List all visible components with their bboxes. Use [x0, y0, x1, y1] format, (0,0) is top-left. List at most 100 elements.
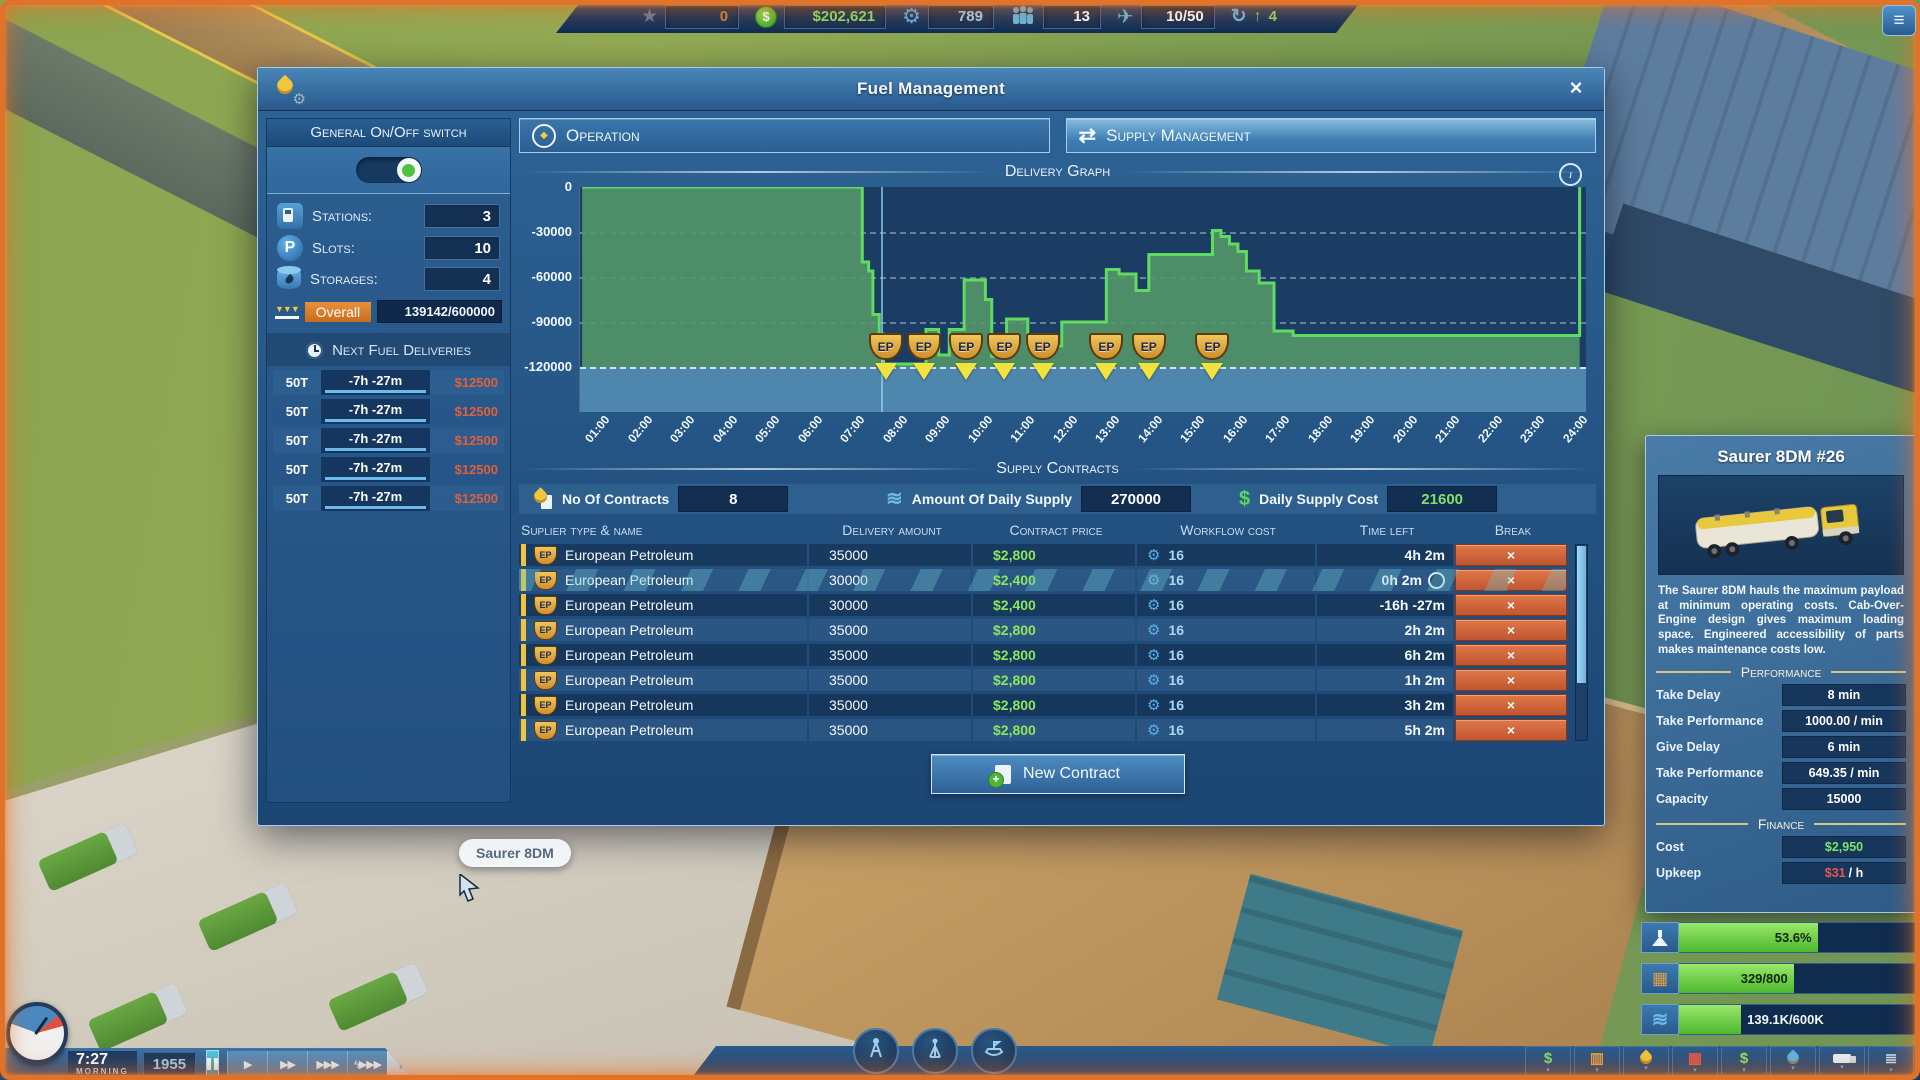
ep-delivery-marker[interactable]: EP [949, 333, 984, 380]
list-button[interactable]: ≣ ▾ [1868, 1046, 1914, 1078]
capacity-bar[interactable]: ▦ 329/800 [1641, 963, 1919, 994]
workflow-value: 16 [1168, 597, 1185, 613]
delivery-price: $12500 [454, 433, 498, 448]
x-axis-tick: 17:00 [1262, 412, 1293, 446]
active-radio-icon[interactable] [1428, 571, 1445, 589]
delivery-graph-plot: 0 -30000 -60000 -90000 -120000 EP EP EP EP EP EP EP… [524, 179, 1586, 412]
table-scrollbar[interactable] [1575, 544, 1588, 741]
x-axis-tick: 04:00 [709, 412, 741, 446]
supplier-name: European Petroleum [565, 722, 694, 738]
contract-price-cell: $2,400 [973, 569, 1135, 591]
break-contract-button[interactable]: × [1455, 644, 1567, 666]
flask-icon-tile [1641, 922, 1679, 953]
contract-row[interactable]: EP European Petroleum 35000 $2,800 ⚙ 16 4h 2m × [519, 544, 1567, 566]
pause-button[interactable] [206, 1050, 220, 1078]
speed-2-button[interactable]: ▶▶ [267, 1051, 308, 1077]
money-button[interactable]: $ ▾ [1525, 1046, 1571, 1078]
ep-delivery-marker[interactable]: EP [1131, 333, 1166, 380]
ep-delivery-marker[interactable]: EP [987, 333, 1022, 380]
speed-1-button[interactable]: ▶ [227, 1051, 268, 1077]
break-contract-button[interactable]: × [1455, 694, 1567, 716]
delivery-amount: 50T [285, 404, 309, 419]
supplier-badge-icon: EP [534, 720, 557, 740]
speed-4-button[interactable]: ϟ▶▶▶ [347, 1051, 388, 1077]
speed-3-button[interactable]: ▶▶▶ [307, 1051, 348, 1077]
delivery-amount-cell: 35000 [809, 544, 971, 566]
ep-delivery-marker[interactable]: EP [1025, 333, 1060, 380]
storage-bar[interactable]: ≋ 139.1K/600K [1641, 1004, 1919, 1035]
general-on-off-toggle[interactable] [355, 157, 422, 183]
ep-delivery-marker[interactable]: EP [1195, 333, 1230, 380]
performance-value: 649.35 / min [1782, 761, 1906, 784]
break-contract-button[interactable]: × [1455, 619, 1567, 641]
delivery-price: $12500 [454, 491, 498, 506]
overall-badge: Overall [304, 301, 372, 322]
contract-row[interactable]: EP European Petroleum 35000 $2,800 ⚙ 16 5h 2m × [519, 719, 1567, 741]
ep-delivery-marker[interactable]: EP [868, 333, 903, 380]
x-axis-tick: 22:00 [1474, 412, 1506, 446]
contract-stat-value: 21600 [1387, 486, 1498, 512]
truck-button[interactable]: ▾ [1819, 1046, 1865, 1078]
contract-row[interactable]: EP European Petroleum 35000 $2,800 ⚙ 16 3h 2m × [519, 694, 1567, 716]
break-contract-button[interactable]: × [1455, 569, 1567, 591]
supplier-name: European Petroleum [565, 672, 694, 688]
ep-delivery-marker[interactable]: EP [1089, 333, 1124, 380]
speedometer-gauge[interactable] [6, 1002, 68, 1064]
gear-icon: ⚙ [1147, 672, 1161, 689]
gridline [580, 232, 1586, 234]
new-contract-button[interactable]: New Contract [930, 754, 1185, 794]
contract-row[interactable]: EP European Petroleum 30000 $2,400 ⚙ 16 -16h -… [519, 594, 1567, 616]
contract-row[interactable]: EP European Petroleum 35000 $2,800 ⚙ 16 1h 2m × [519, 669, 1567, 691]
fuel-quality-bar[interactable]: 53.6% [1641, 922, 1919, 953]
supplier-badge-icon: EP [534, 595, 557, 615]
break-contract-button[interactable]: × [1455, 719, 1567, 741]
gear-icon: ⚙ [1147, 722, 1161, 739]
ep-shield-icon: EP [949, 333, 984, 360]
harbor-button[interactable] [971, 1028, 1017, 1074]
antenna-button[interactable] [912, 1028, 958, 1074]
ep-shield-icon: EP [868, 333, 903, 360]
contract-row[interactable]: EP European Petroleum 35000 $2,800 ⚙ 16 6h 2m × [519, 644, 1567, 666]
delivery-price: $12500 [454, 404, 498, 419]
column-header: Suplier type & name [521, 522, 643, 538]
report-button[interactable]: ▥ ▾ [1574, 1046, 1620, 1078]
performance-label: Capacity [1656, 791, 1709, 806]
dialog-title-bar: ⚙ Fuel Management × [258, 68, 1604, 111]
chevron-down-icon: ▾ [1840, 1063, 1844, 1071]
dialog-tabs: ◆ Operation ⇄ Supply Management [519, 118, 1596, 153]
tab-operation[interactable]: ◆ Operation [519, 118, 1050, 153]
contract-stat-dailysupplycost: $ Daily Supply Cost 21600 [1239, 486, 1582, 512]
blueprint-button[interactable] [853, 1028, 899, 1074]
close-icon[interactable]: × [1569, 75, 1583, 100]
break-contract-button[interactable]: × [1455, 544, 1567, 566]
main-menu-button[interactable]: ≡ [1882, 5, 1916, 36]
contract-price-cell: $2,800 [973, 544, 1135, 566]
traffic-trend-stat: ↻ ↑ 4 [1231, 7, 1277, 26]
break-contract-button[interactable]: × [1455, 594, 1567, 616]
delivery-graph-header: Delivery Graph i [523, 163, 1592, 186]
performance-value: 6 min [1782, 735, 1906, 758]
tab-supply-management[interactable]: ⇄ Supply Management [1065, 118, 1596, 153]
contract-row[interactable]: EP European Petroleum 35000 $2,800 ⚙ 16 2h 2m × [519, 619, 1567, 641]
calendar-button[interactable]: ▦ ▾ [1672, 1046, 1718, 1078]
x-axis-tick: 16:00 [1219, 412, 1251, 446]
fuel-button[interactable]: ▾ [1623, 1046, 1669, 1078]
delivery-price: $12500 [454, 462, 498, 477]
performance-row: Give Delay 6 min [1656, 735, 1906, 758]
map-tool-buttons [853, 1028, 1017, 1074]
break-contract-button[interactable]: × [1455, 669, 1567, 691]
workflow-value: 16 [1168, 672, 1185, 688]
dialog-title: Fuel Management [856, 79, 1006, 98]
water-button[interactable]: ▾ [1770, 1046, 1816, 1078]
ep-delivery-marker[interactable]: EP [906, 333, 941, 380]
x-axis-tick: 11:00 [1007, 412, 1038, 446]
supplier-color-bar [521, 644, 526, 666]
finance-button[interactable]: $ ▾ [1721, 1046, 1767, 1078]
column-header: Break [1494, 522, 1532, 538]
info-icon[interactable]: i [1559, 163, 1582, 186]
performance-row: Take Performance 649.35 / min [1656, 761, 1906, 784]
contract-row[interactable]: EP European Petroleum 30000 $2,400 ⚙ 16 0h 2m × [519, 569, 1567, 591]
progress-fill: 53.6% [1679, 923, 1818, 952]
station-stats: Stations: 3 P Slots: 10 Storages: 4 [267, 194, 510, 296]
performance-row: Capacity 15000 [1656, 787, 1906, 810]
